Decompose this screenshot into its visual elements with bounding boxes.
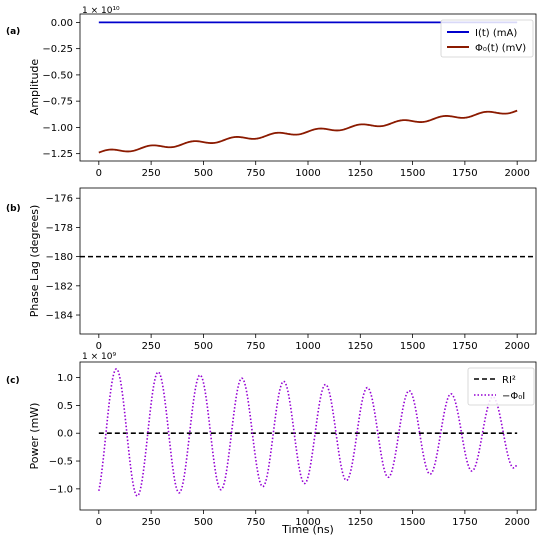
panel-b-ylabel: Phase Lag (degrees) <box>28 205 41 318</box>
panel-c-y-tick-label: 0.5 <box>57 401 73 412</box>
panel-c-ylabel: Power (mW) <box>28 403 41 470</box>
panel-c-plot-area <box>98 367 518 497</box>
panel-tag-a: (a) <box>6 27 20 37</box>
panel-tag-c: (c) <box>6 376 20 386</box>
panel-a-y-tick-label: −1.00 <box>42 123 73 134</box>
panel-b-y-tick-label: −180 <box>46 252 73 263</box>
panel-a-y-tick-label: −1.25 <box>42 149 73 160</box>
panel-c-x-tick-label: 750 <box>246 517 265 528</box>
panel-a-multiplier: 1 × 10¹⁰ <box>82 6 120 16</box>
panel-b-y-tick-label: −176 <box>46 194 73 205</box>
panel-b-x-tick-label: 500 <box>194 341 213 352</box>
panel-a-ylabel: Amplitude <box>28 59 41 116</box>
panel-a-x-tick-label: 1500 <box>400 168 425 179</box>
panel-b: 0 250 500 750 1000 1250 1500 1750 2000 −184−182−… <box>28 187 537 352</box>
panel-c-legend: RI² −Φ₀I <box>467 367 535 406</box>
panel-b-y-tick-label: −178 <box>46 223 73 234</box>
panel-b-x-ticks: 0 250 500 750 1000 1250 1500 1750 2000 <box>96 334 530 352</box>
panel-c-x-tick-label: 1750 <box>452 517 477 528</box>
panel-c-x-tick-label: 1000 <box>295 517 320 528</box>
panel-b-x-tick-label: 1250 <box>348 341 373 352</box>
panel-b-x-tick-label: 1750 <box>452 341 477 352</box>
panel-a-legend-label-flux: Φ₀(t) (mV) <box>475 43 526 54</box>
panel-c-legend-label-joule: RI² <box>502 375 516 386</box>
panel-a-x-tick-label: 1250 <box>348 168 373 179</box>
panel-a-series-line-1 <box>98 109 518 154</box>
panel-a: 1 × 10¹⁰ 0 250 500 750 1000 1250 1500 1750 2000 … <box>28 6 537 179</box>
panel-b-x-tick-label: 750 <box>246 341 265 352</box>
panel-c-y-tick-label: 0.0 <box>57 429 73 440</box>
panel-c-multiplier: 1 × 10⁹ <box>82 352 116 362</box>
panel-b-x-tick-label: 0 <box>96 341 102 352</box>
panel-c-legend-label-flux-power: −Φ₀I <box>502 391 525 402</box>
panel-b-x-tick-label: 1500 <box>400 341 425 352</box>
panel-c: 1 × 10⁹ 0 250 500 750 1000 1250 1500 1750 2000 −… <box>28 352 537 536</box>
panel-a-x-tick-label: 500 <box>194 168 213 179</box>
panel-c-series-line-1 <box>98 367 518 497</box>
panel-a-x-tick-label: 0 <box>96 168 102 179</box>
panel-c-x-tick-label: 250 <box>142 517 161 528</box>
panel-b-x-tick-label: 250 <box>142 341 161 352</box>
panel-c-y-tick-label: −1.0 <box>49 484 73 495</box>
panel-c-y-tick-label: −0.5 <box>49 457 73 468</box>
panel-c-x-tick-label: 500 <box>194 517 213 528</box>
panel-a-y-tick-label: −0.25 <box>42 44 73 55</box>
panel-b-x-tick-label: 2000 <box>504 341 529 352</box>
panel-a-x-tick-label: 2000 <box>504 168 529 179</box>
panel-b-frame <box>79 187 537 335</box>
panel-b-y-tick-label: −182 <box>46 281 73 292</box>
panel-b-y-tick-label: −184 <box>46 311 73 322</box>
panel-c-x-tick-label: 1500 <box>400 517 425 528</box>
panel-a-x-ticks: 0 250 500 750 1000 1250 1500 1750 2000 <box>96 161 530 179</box>
panel-tag-b: (b) <box>6 204 21 214</box>
panel-a-y-ticks: −1.25 −1.00 −0.75 −0.50 −0.25 0.00 <box>42 18 80 160</box>
x-axis-label: Time (ns) <box>281 523 334 536</box>
panel-b-y-ticks: −184 −182 −180 −178 −176 <box>46 194 80 322</box>
panel-c-x-ticks: 0 250 500 750 1000 1250 1500 1750 2000 <box>96 510 530 528</box>
panel-a-legend-label-current: I(t) (mA) <box>475 28 517 39</box>
panel-a-x-tick-label: 1750 <box>452 168 477 179</box>
panel-c-y-ticks: −1.0 −0.5 0.0 0.5 1.0 <box>49 373 80 495</box>
panel-a-x-tick-label: 250 <box>142 168 161 179</box>
panel-a-y-tick-label: −0.75 <box>42 97 73 108</box>
panel-a-x-tick-label: 1000 <box>295 168 320 179</box>
panel-a-y-tick-label: 0.00 <box>51 18 73 29</box>
panel-a-x-tick-label: 750 <box>246 168 265 179</box>
panel-b-x-tick-label: 1000 <box>295 341 320 352</box>
panel-a-legend: I(t) (mA) Φ₀(t) (mV) <box>440 19 534 58</box>
panel-c-x-tick-label: 1250 <box>348 517 373 528</box>
panel-c-x-tick-label: 0 <box>96 517 102 528</box>
panel-c-y-tick-label: 1.0 <box>57 373 73 384</box>
panel-c-x-tick-label: 2000 <box>504 517 529 528</box>
panel-a-y-tick-label: −0.50 <box>42 70 73 81</box>
